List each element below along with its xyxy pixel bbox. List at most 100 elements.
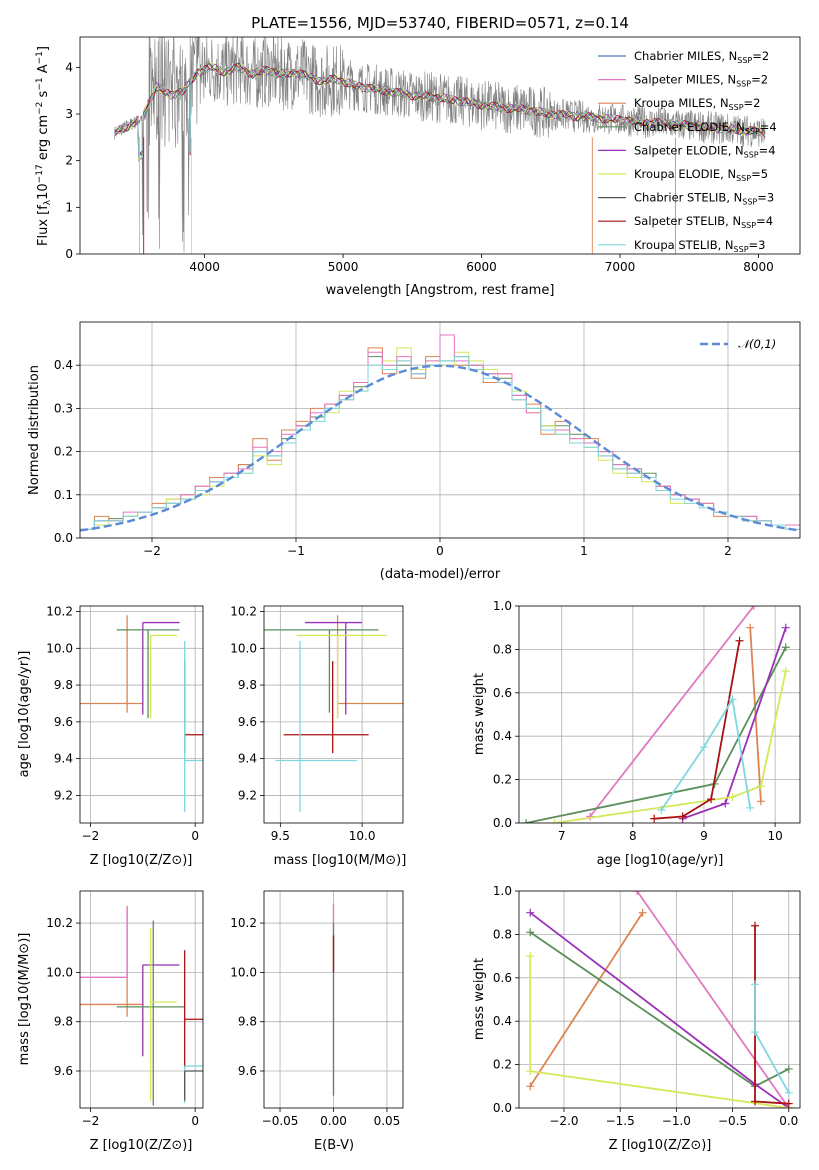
y-tick-label: 10.0 <box>46 641 73 655</box>
axes-frame <box>79 890 204 1109</box>
data-point <box>522 819 531 823</box>
x-tick-label: 9 <box>700 829 708 843</box>
y-tick-label: 0 <box>65 247 73 261</box>
y-tick-label: 0.2 <box>493 773 512 787</box>
y-tick-label: 1.0 <box>493 884 512 898</box>
data-point <box>728 792 737 801</box>
data-point <box>756 797 765 806</box>
data-point <box>751 980 760 989</box>
y-tick-label: 4 <box>65 60 73 74</box>
legend-entry: Kroupa ELODIE, NSSP=5 <box>634 167 768 183</box>
y-tick-label: 0.8 <box>493 642 512 656</box>
legend-entry: Chabrier STELIB, NSSP=3 <box>634 191 774 207</box>
data-point <box>586 812 595 821</box>
mass-weight-line <box>529 912 644 1087</box>
plot-area <box>80 606 203 823</box>
gaussian-curve <box>80 364 800 532</box>
y-tick-label: 9.4 <box>54 752 73 766</box>
data-point <box>526 928 535 937</box>
model-spectrum-line <box>114 65 766 159</box>
y-tick-label: 0.0 <box>54 531 73 545</box>
mass-weight-line <box>529 931 790 1088</box>
axes-frame <box>79 36 801 255</box>
data-point <box>756 782 765 791</box>
data-point <box>781 667 790 676</box>
data-point <box>746 623 755 632</box>
panel-mass-Z: −2 0 9.6 9.8 10.0 10.2 Z [log10(Z/Z⊙)] mass [lo… <box>17 890 204 1153</box>
y-tick-label: 0.2 <box>493 1058 512 1072</box>
data-point <box>699 743 708 752</box>
x-axis-label: Z [log10(Z/Z⊙)] <box>609 1138 712 1153</box>
panel-massweight-age: 7 8 9 10 0.0 0.2 0.4 0.6 0.8 1.0 age [log10(age/yr… <box>472 599 801 868</box>
data-point <box>650 814 659 823</box>
axes-frame <box>79 321 801 539</box>
x-axis-label: (data-model)/error <box>380 567 501 582</box>
panel-age-Z: −2 0 9.2 9.4 9.6 9.8 10.0 10.2 Z [log10(Z/Z⊙)] ag… <box>17 605 204 868</box>
x-tick-label: 2 <box>724 544 732 558</box>
panel-spectrum: 4000 5000 6000 7000 8000 0 1 2 3 4 wavelength [Ang… <box>35 36 801 298</box>
panel-mass-EBV: −0.05 0.00 0.05 9.6 9.8 10.0 10.2 E(B-V) <box>230 890 404 1153</box>
y-tick-label: 0.1 <box>54 488 73 502</box>
y-tick-label: 1 <box>65 200 73 214</box>
data-point <box>526 952 535 961</box>
y-tick-label: 0.0 <box>493 816 512 830</box>
x-tick-label: 0.0 <box>779 1114 798 1128</box>
data-point <box>526 1067 535 1076</box>
plot-area <box>80 891 203 1108</box>
x-axis-label: E(B-V) <box>314 1138 354 1153</box>
x-tick-label: 8 <box>629 829 637 843</box>
y-tick-label: 9.6 <box>238 715 257 729</box>
plot-area <box>264 606 403 823</box>
y-axis-label: Flux [fλ10−17 erg cm−2 s−1 A−1] <box>35 46 53 246</box>
x-tick-label: −2.0 <box>549 1114 578 1128</box>
y-tick-label: 10.2 <box>46 605 73 619</box>
panel-massweight-Z: −2.0 −1.5 −1.0 −0.5 0.0 0.0 0.2 0.4 0.6 0.8 1.0 Z [… <box>472 884 801 1153</box>
data-point <box>550 819 559 823</box>
data-point <box>781 643 790 652</box>
y-tick-label: 10.0 <box>46 965 73 979</box>
x-tick-label: −2 <box>82 1114 100 1128</box>
y-tick-label: 0.4 <box>54 358 73 372</box>
y-tick-label: 9.2 <box>54 788 73 802</box>
x-tick-label: 6000 <box>466 260 497 274</box>
x-tick-label: 7 <box>558 829 566 843</box>
y-tick-label: 0.3 <box>54 401 73 415</box>
mass-weight-line <box>660 696 752 811</box>
mass-weight-line <box>636 891 790 1108</box>
axes-frame <box>518 605 801 824</box>
x-tick-label: 5000 <box>328 260 359 274</box>
plot-area <box>264 891 403 1108</box>
y-tick-label: 3 <box>65 107 73 121</box>
axes-frame <box>263 890 404 1109</box>
data-point <box>749 606 758 610</box>
y-tick-label: 10.0 <box>230 965 257 979</box>
mass-weight-line <box>654 640 741 820</box>
mass-weight-line <box>682 627 787 820</box>
legend-entry: Kroupa STELIB, NSSP=3 <box>634 238 765 254</box>
y-tick-label: 0.8 <box>493 927 512 941</box>
x-tick-label: −2 <box>143 544 161 558</box>
axes-frame <box>79 605 204 824</box>
x-tick-label: −1 <box>287 544 305 558</box>
y-tick-label: 0.6 <box>493 971 512 985</box>
data-point <box>678 812 687 821</box>
data-point <box>751 1028 760 1037</box>
data-point <box>746 803 755 812</box>
y-tick-label: 9.4 <box>238 752 257 766</box>
x-tick-label: 4000 <box>189 260 220 274</box>
legend-entry: Chabrier ELODIE, NSSP=4 <box>634 120 777 136</box>
y-tick-label: 0.2 <box>54 445 73 459</box>
legend-entry: Kroupa MILES, NSSP=2 <box>634 96 760 112</box>
plot-area <box>519 606 800 823</box>
x-tick-label: 0 <box>436 544 444 558</box>
plot-area <box>519 891 800 1108</box>
x-tick-label: 8000 <box>743 260 774 274</box>
data-point <box>784 1088 793 1097</box>
legend-entry: Chabrier MILES, NSSP=2 <box>634 49 769 65</box>
x-tick-label: 10.0 <box>349 829 376 843</box>
model-spectrum-line <box>114 63 766 156</box>
y-tick-label: 9.8 <box>238 1015 257 1029</box>
y-axis-label: mass [log10(M/M⊙)] <box>17 933 32 1066</box>
data-point <box>707 795 716 804</box>
y-tick-label: 9.2 <box>238 788 257 802</box>
